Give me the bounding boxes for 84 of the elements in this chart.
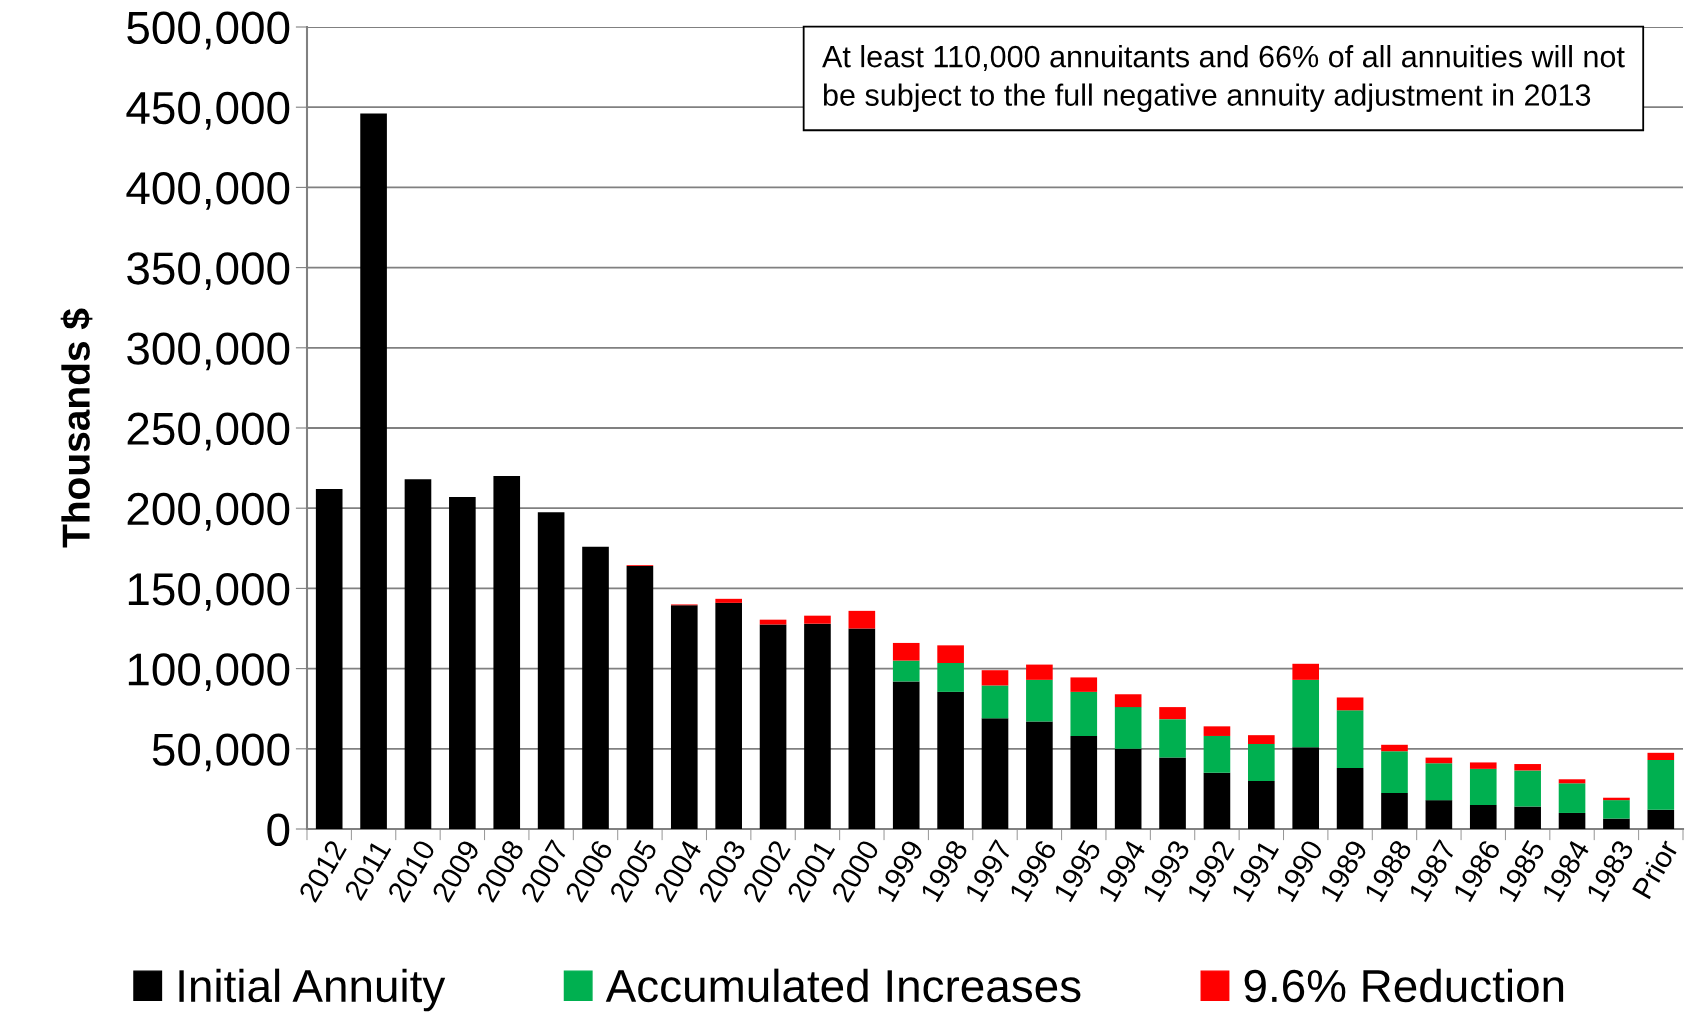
bar (1381, 792, 1408, 829)
bar (1381, 744, 1408, 752)
bar (804, 623, 831, 829)
bar (360, 113, 387, 829)
bar (1026, 721, 1053, 829)
annotation: At least 110,000 annuitants and 66% of all annuities will not be subject to the full negative annuity adjustment in 2013 (822, 45, 1625, 112)
y-axis-title: Thousands $ (60, 308, 93, 548)
bar (1514, 764, 1541, 771)
y-tick-label: 50,000 (152, 733, 290, 772)
bar (804, 615, 831, 624)
bar (1469, 762, 1497, 769)
y-tick-label: 100,000 (128, 653, 290, 692)
bar (1114, 707, 1142, 749)
bar (1336, 710, 1364, 769)
bar (1248, 735, 1275, 744)
bar (1203, 772, 1231, 829)
bar (1647, 752, 1675, 761)
bar (1203, 726, 1231, 736)
bar (1514, 806, 1541, 829)
bar (449, 496, 476, 829)
bar (1026, 679, 1053, 722)
bar (1248, 780, 1275, 829)
bar (1647, 809, 1675, 829)
bar (981, 718, 1009, 829)
y-tick-label: 400,000 (126, 172, 290, 210)
bar (582, 546, 609, 829)
bar (404, 479, 432, 829)
bar (1159, 707, 1186, 720)
bar (1070, 735, 1098, 829)
bar (715, 602, 742, 829)
bar (1203, 735, 1231, 773)
bar (1159, 719, 1186, 758)
bar (937, 662, 964, 692)
bar (981, 685, 1009, 719)
bar (1558, 812, 1586, 829)
y-tick-label: 500,000 (127, 11, 290, 50)
bar (1336, 768, 1364, 829)
bar (892, 681, 920, 829)
bar (1425, 800, 1453, 829)
bar (937, 691, 964, 829)
bar (1469, 804, 1497, 829)
y-tick-label: 450,000 (126, 91, 290, 130)
bar (1381, 751, 1408, 793)
bar (937, 645, 964, 663)
bar (626, 565, 654, 829)
bar (981, 670, 1009, 686)
bar (1159, 757, 1186, 829)
bar (1603, 800, 1630, 819)
y-tick-label: 0 (267, 813, 290, 847)
y-tick-label: 300,000 (127, 332, 290, 371)
bar (1425, 763, 1453, 801)
bar (1070, 691, 1098, 736)
bar (315, 488, 343, 829)
bar (1514, 770, 1541, 807)
bar (1114, 694, 1142, 708)
bar (1248, 743, 1275, 781)
y-tick-label: 200,000 (127, 492, 290, 531)
bar (1558, 779, 1586, 784)
bar (1647, 760, 1675, 810)
bar (1558, 783, 1586, 813)
bar (670, 605, 698, 829)
bar (1469, 768, 1497, 805)
y-tick-label: 250,000 (127, 412, 290, 451)
bar (759, 624, 787, 829)
bar (1114, 748, 1142, 829)
bar (1026, 664, 1053, 680)
bar (848, 610, 876, 629)
bar (1070, 677, 1098, 692)
bar (1336, 697, 1364, 711)
y-tick-label: 150,000 (128, 573, 290, 611)
bar (892, 642, 920, 661)
legend-label: Accumulated Increases (605, 968, 1081, 1003)
legend-label: Initial Annuity (179, 968, 446, 1012)
bar (1292, 747, 1320, 829)
bar (493, 476, 521, 829)
legend-label: 9.6% Reduction (1244, 968, 1564, 1003)
bar (537, 512, 565, 829)
bar (1603, 818, 1630, 829)
bar (892, 660, 920, 682)
bar (1292, 679, 1320, 748)
y-tick-label: 350,000 (127, 252, 290, 291)
bar (848, 628, 876, 829)
bar (1292, 663, 1320, 680)
bar (715, 598, 742, 603)
